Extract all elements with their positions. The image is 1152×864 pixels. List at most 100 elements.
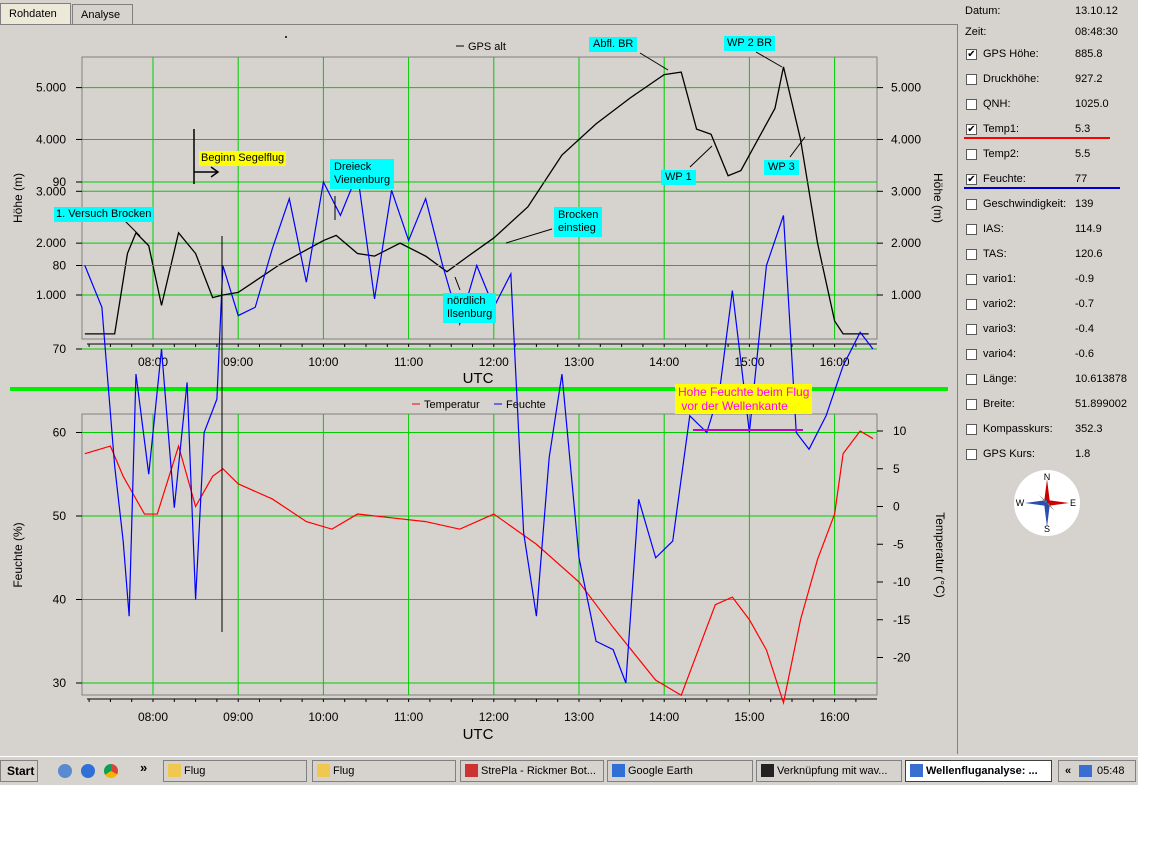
annotation-segelflug: Beginn Segelflug [199,151,287,166]
y-tick-right: 1.000 [891,288,921,302]
desktop-icon[interactable] [58,764,72,778]
param-row: Länge: 10.613878 [959,370,1138,392]
param-value: 120.6 [1075,248,1103,260]
annotation-leaders [124,51,806,291]
y-axis-label-left: Höhe (m) [11,173,25,223]
y-tick-right: 5 [893,462,900,476]
taskbar-button-label: Verknüpfung mit wav... [777,765,888,777]
param-label: Geschwindigkeit: [983,198,1067,210]
param-checkbox[interactable] [966,224,977,235]
stray-dot [285,36,287,38]
param-checkbox[interactable]: ✔ [966,49,977,60]
param-value: 139 [1075,198,1094,210]
param-checkbox[interactable] [966,299,977,310]
param-checkbox[interactable] [966,99,977,110]
param-row: TAS: 120.6 [959,245,1138,267]
param-label: Temp2: [983,148,1020,160]
annotation-ilsenburg: nördlich Ilsenburg [443,293,497,323]
taskbar: Start » Flug Flug StrePla - Rickmer Bot...… [0,756,1138,785]
taskbar-button[interactable]: Flug [163,760,307,782]
quicklaunch-more[interactable]: » [140,760,148,775]
gps-alt-line [84,66,869,335]
taskbar-button[interactable]: Verknüpfung mit wav... [756,760,902,782]
param-row: GPS Kurs: 1.8 [959,445,1138,467]
app-icon [465,764,478,777]
zeit-label: Zeit: [965,26,987,38]
param-label: QNH: [983,98,1011,110]
annotation-abfl: Abfl. BR [589,37,638,52]
x-tick: 09:00 [223,355,253,369]
param-value: 927.2 [1075,73,1103,85]
param-checkbox[interactable] [966,249,977,260]
param-checkbox[interactable] [966,74,977,85]
y-tick-left: 60 [53,426,67,440]
param-value: 885.8 [1075,48,1103,60]
param-checkbox[interactable] [966,399,977,410]
compass-icon: N S E W [1014,470,1080,536]
taskbar-button[interactable]: StrePla - Rickmer Bot... [460,760,604,782]
annotation-dreieck: Dreieck Vienenburg [330,159,395,189]
param-checkbox[interactable] [966,324,977,335]
param-value: -0.4 [1075,323,1094,335]
annotation-brocken-einstieg: Brocken einstieg [554,207,603,237]
param-label: vario3: [983,323,1017,335]
param-checkbox[interactable]: ✔ [966,174,977,185]
y-tick-right: 10 [893,424,907,438]
temperature-line [84,430,874,706]
tab-analyse[interactable]: Analyse [72,4,133,24]
taskbar-button-label: StrePla - Rickmer Bot... [481,765,596,777]
param-row: Breite: 51.899002 [959,395,1138,417]
datum-label: Datum: [965,5,1001,17]
x-tick: 14:00 [649,355,679,369]
start-button[interactable]: Start [0,760,38,782]
y-tick-right: -5 [893,537,904,551]
tab-rohdaten[interactable]: Rohdaten [0,3,71,25]
y-tick-left: 90 [53,175,67,189]
param-checkbox[interactable] [966,424,977,435]
y-tick-left: 4.000 [36,132,66,146]
folder-icon [168,764,181,777]
param-value: 1.8 [1075,448,1091,460]
param-checkbox[interactable] [966,274,977,285]
annotation-hohe-feuchte: Hohe Feuchte beim Flug vor der Wellenkan… [675,384,813,414]
param-checkbox[interactable] [966,374,977,385]
param-checkbox[interactable] [966,149,977,160]
x-tick: 16:00 [820,355,850,369]
x-tick: 11:00 [394,355,423,369]
humidity-line [84,171,874,684]
param-checkbox[interactable] [966,349,977,360]
x-tick: 08:00 [138,710,168,724]
param-row: vario3: -0.4 [959,320,1138,342]
param-checkbox[interactable] [966,449,977,460]
param-value: 1025.0 [1075,98,1109,110]
param-checkbox[interactable] [966,199,977,210]
taskbar-button[interactable]: Google Earth [607,760,753,782]
datum-value: 13.10.12 [1075,5,1118,17]
x-tick: 12:00 [479,355,509,369]
legend-temp: Temperatur [424,399,480,411]
taskbar-button[interactable]: Flug [312,760,456,782]
tray-expand-icon[interactable]: « [1065,765,1072,777]
param-checkbox[interactable]: ✔ [966,124,977,135]
param-value: 77 [1075,173,1088,185]
media-player-icon[interactable] [81,764,95,778]
y-axis-label-right: Temperatur (°C) [933,512,947,597]
param-label: Kompasskurs: [983,423,1053,435]
taskbar-button[interactable]: Wellenfluganalyse: ... [905,760,1052,782]
chrome-icon[interactable] [104,764,118,778]
taskbar-button-label: Flug [333,765,355,777]
param-label: Länge: [983,373,1017,385]
annotation-wp1: WP 1 [661,170,696,185]
clock: 05:48 [1097,765,1125,777]
y-tick-right: -20 [893,651,911,665]
network-icon[interactable] [1079,765,1092,777]
param-value: 352.3 [1075,423,1103,435]
y-tick-left: 3.000 [36,184,66,198]
param-label: Temp1: [983,123,1020,135]
plot-area [81,413,878,696]
y-axis-label-left: Feuchte (%) [11,522,25,587]
annotation-wp2: WP 2 BR [724,36,776,51]
param-row: Druckhöhe: 927.2 [959,70,1138,92]
y-tick-right: 5.000 [891,81,921,95]
app-window: Rohdaten Analyse 1.000 1.000 2.000 2.000 3.0… [0,0,1138,756]
